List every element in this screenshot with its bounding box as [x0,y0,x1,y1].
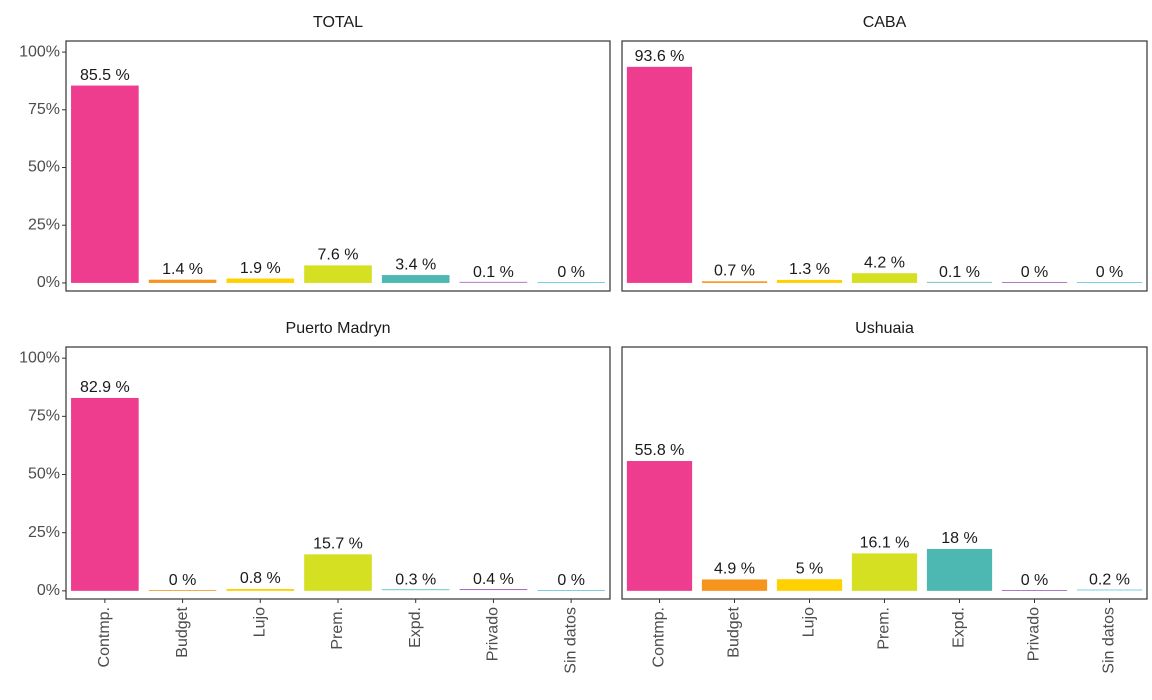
value-label: 5 % [796,560,824,577]
bar [926,548,993,591]
bar [459,589,528,591]
value-label: 0 % [1096,264,1124,281]
y-tick-label: 100% [19,43,60,60]
value-label: 16.1 % [860,535,910,552]
x-tick-label: Privado [1026,607,1043,661]
panel-title: CABA [863,14,907,31]
value-label: 15.7 % [313,536,363,553]
value-label: 0.1 % [473,264,514,281]
value-label: 85.5 % [80,67,130,84]
value-label: 93.6 % [635,48,685,65]
panel-title: Ushuaia [855,320,914,337]
value-label: 0.8 % [240,570,281,587]
panel-title: TOTAL [313,14,363,31]
bar [381,275,450,283]
value-label: 0 % [169,572,197,589]
value-label: 0 % [557,264,585,281]
y-tick-label: 50% [28,466,60,483]
bar [1001,282,1068,283]
bar [304,554,372,591]
x-tick-label: Budget [174,606,191,657]
value-label: 55.8 % [635,442,685,459]
bar [148,590,217,591]
x-tick-label: Lujo [801,607,818,637]
y-tick-label: 0% [37,582,60,599]
value-label: 7.6 % [318,247,359,264]
value-label: 4.2 % [864,254,905,271]
value-label: 0 % [1021,572,1049,589]
bar [926,281,993,283]
value-label: 0 % [557,572,585,589]
bar [626,66,693,283]
bar [537,282,605,283]
value-label: 18 % [941,530,977,547]
x-tick-label: Budget [726,606,743,657]
bar [71,397,139,591]
x-tick-label: Sin datos [1101,607,1118,674]
bar [304,265,372,283]
x-tick-label: Contmp. [651,607,668,667]
x-tick-label: Prem. [329,607,346,650]
value-label: 0.7 % [714,263,755,280]
y-tick-label: 0% [37,274,60,291]
y-tick-label: 75% [28,408,60,425]
x-tick-label: Privado [485,607,502,661]
bar [381,589,450,591]
value-label: 1.4 % [162,261,203,278]
y-tick-label: 75% [28,101,60,118]
value-label: 4.9 % [714,561,755,578]
bar [1076,589,1143,591]
value-label: 0.4 % [473,571,514,588]
panel-title: Puerto Madryn [286,320,391,337]
bar [148,279,217,283]
bar [701,281,768,283]
bar [701,579,768,591]
y-tick-label: 25% [28,216,60,233]
value-label: 82.9 % [80,379,130,396]
y-tick-label: 100% [19,349,60,366]
x-tick-label: Contmp. [96,607,113,667]
x-tick-label: Lujo [252,607,269,637]
x-tick-label: Prem. [876,607,893,650]
value-label: 0.3 % [395,571,436,588]
bar [776,279,843,283]
y-tick-label: 25% [28,524,60,541]
bar [776,579,843,591]
panel-border [65,40,611,292]
bar [537,590,605,591]
bar [226,278,295,283]
value-label: 0.1 % [939,264,980,281]
bar [1001,590,1068,591]
bar [626,461,693,591]
bar [851,553,918,591]
bar [1076,282,1143,283]
panel-border [621,40,1148,292]
bar [851,273,918,283]
value-label: 0.2 % [1089,572,1130,589]
value-label: 3.4 % [395,256,436,273]
x-tick-label: Sin datos [562,607,579,674]
y-tick-label: 50% [28,159,60,176]
value-label: 0 % [1021,264,1049,281]
bar [459,281,528,283]
x-tick-label: Expd. [951,607,968,648]
value-label: 1.3 % [789,261,830,278]
value-label: 1.9 % [240,260,281,277]
bar [71,85,139,283]
bar [226,588,295,591]
x-tick-label: Expd. [407,607,424,648]
